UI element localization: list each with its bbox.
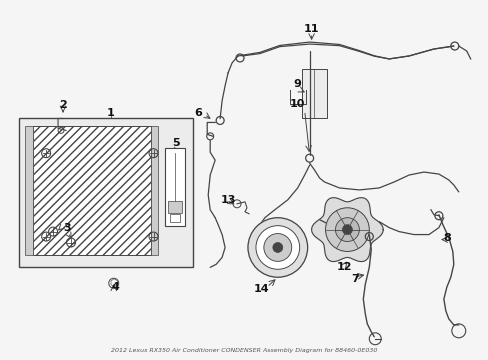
Text: 14: 14 — [254, 284, 269, 294]
Text: 4: 4 — [112, 282, 120, 292]
Polygon shape — [311, 198, 383, 262]
Circle shape — [264, 234, 291, 261]
Text: ⬡: ⬡ — [109, 278, 118, 288]
Text: 7: 7 — [351, 274, 359, 284]
Bar — [150, 126, 158, 255]
Circle shape — [272, 243, 282, 252]
Text: 1: 1 — [107, 108, 114, 117]
Text: 12: 12 — [336, 262, 351, 272]
Text: 3: 3 — [63, 222, 71, 233]
Bar — [33, 126, 150, 255]
Text: 2: 2 — [59, 100, 67, 109]
Text: 8: 8 — [442, 233, 450, 243]
Text: 9: 9 — [293, 79, 301, 89]
Circle shape — [255, 226, 299, 269]
Text: 2012 Lexus RX350 Air Conditioner CONDENSER Assembly Diagram for 88460-0E030: 2012 Lexus RX350 Air Conditioner CONDENS… — [111, 348, 376, 353]
Circle shape — [335, 218, 359, 242]
Circle shape — [325, 208, 368, 251]
Text: 13: 13 — [220, 195, 235, 205]
Bar — [168, 201, 182, 213]
Text: 6: 6 — [194, 108, 202, 117]
Circle shape — [342, 225, 352, 235]
Text: 10: 10 — [289, 99, 305, 109]
Bar — [19, 118, 193, 267]
Circle shape — [247, 218, 307, 277]
Bar — [165, 148, 185, 226]
Text: 11: 11 — [303, 24, 319, 34]
Bar — [25, 126, 33, 255]
Bar — [301, 69, 326, 118]
Bar — [170, 214, 180, 222]
Text: 5: 5 — [172, 138, 180, 148]
